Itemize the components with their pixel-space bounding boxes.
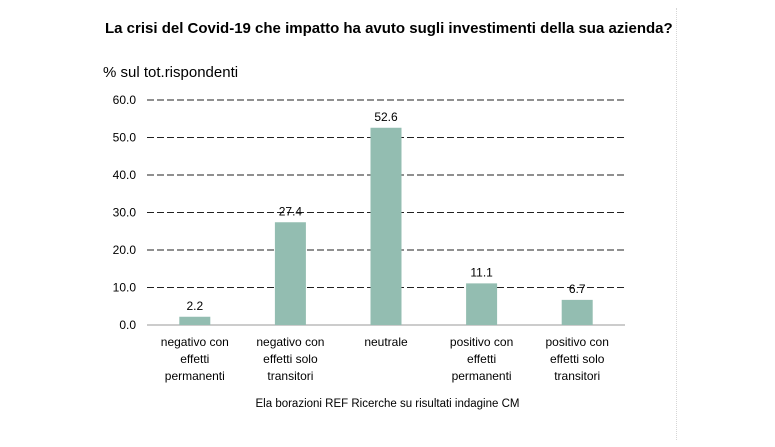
y-tick-label: 20.0: [113, 243, 137, 257]
y-tick-label: 10.0: [113, 281, 137, 295]
data-label: 52.6: [374, 110, 398, 124]
x-category-label: neutrale: [364, 335, 408, 349]
y-tick-label: 60.0: [113, 93, 137, 107]
x-category-label: effetti: [467, 352, 496, 366]
y-axis-ticks: 0.0 10.0 20.0 30.0 40.0 50.0 60.0: [113, 93, 137, 332]
x-category-label: effetti solo: [550, 352, 605, 366]
bar: [561, 299, 593, 325]
x-category-label: negativo con: [161, 335, 229, 349]
x-axis-categories: negativo con effetti permanenti negativo co…: [161, 335, 609, 383]
x-category-label: permanenti: [165, 369, 225, 383]
data-label: 6.7: [569, 282, 586, 296]
bar: [274, 222, 306, 325]
data-labels: 2.2 27.4 52.6 11.1 6.7: [186, 110, 585, 313]
y-tick-label: 40.0: [113, 168, 137, 182]
bars: [179, 127, 593, 325]
data-label: 11.1: [470, 265, 493, 279]
chart-title: La crisi del Covid-19 che impatto ha avu…: [105, 20, 673, 37]
bar: [179, 316, 211, 325]
source-note: Ela borazioni REF Ricerche su risultati …: [255, 398, 520, 410]
y-tick-label: 50.0: [113, 131, 137, 145]
data-label: 2.2: [186, 299, 203, 313]
x-category-label: transitori: [267, 369, 313, 383]
x-category-label: effetti: [180, 352, 209, 366]
bar: [466, 283, 498, 325]
y-tick-label: 0.0: [119, 318, 136, 332]
y-axis-label: % sul tot.rispondenti: [103, 64, 239, 81]
x-category-label: effetti solo: [263, 352, 318, 366]
x-category-label: positivo con: [450, 335, 513, 349]
bar: [370, 127, 402, 325]
edge-divider: [676, 8, 679, 440]
x-category-label: transitori: [554, 369, 600, 383]
data-label: 27.4: [279, 204, 303, 218]
x-category-label: permanenti: [452, 369, 512, 383]
x-category-label: negativo con: [256, 335, 324, 349]
x-category-label: positivo con: [546, 335, 609, 349]
y-tick-label: 30.0: [113, 206, 137, 220]
